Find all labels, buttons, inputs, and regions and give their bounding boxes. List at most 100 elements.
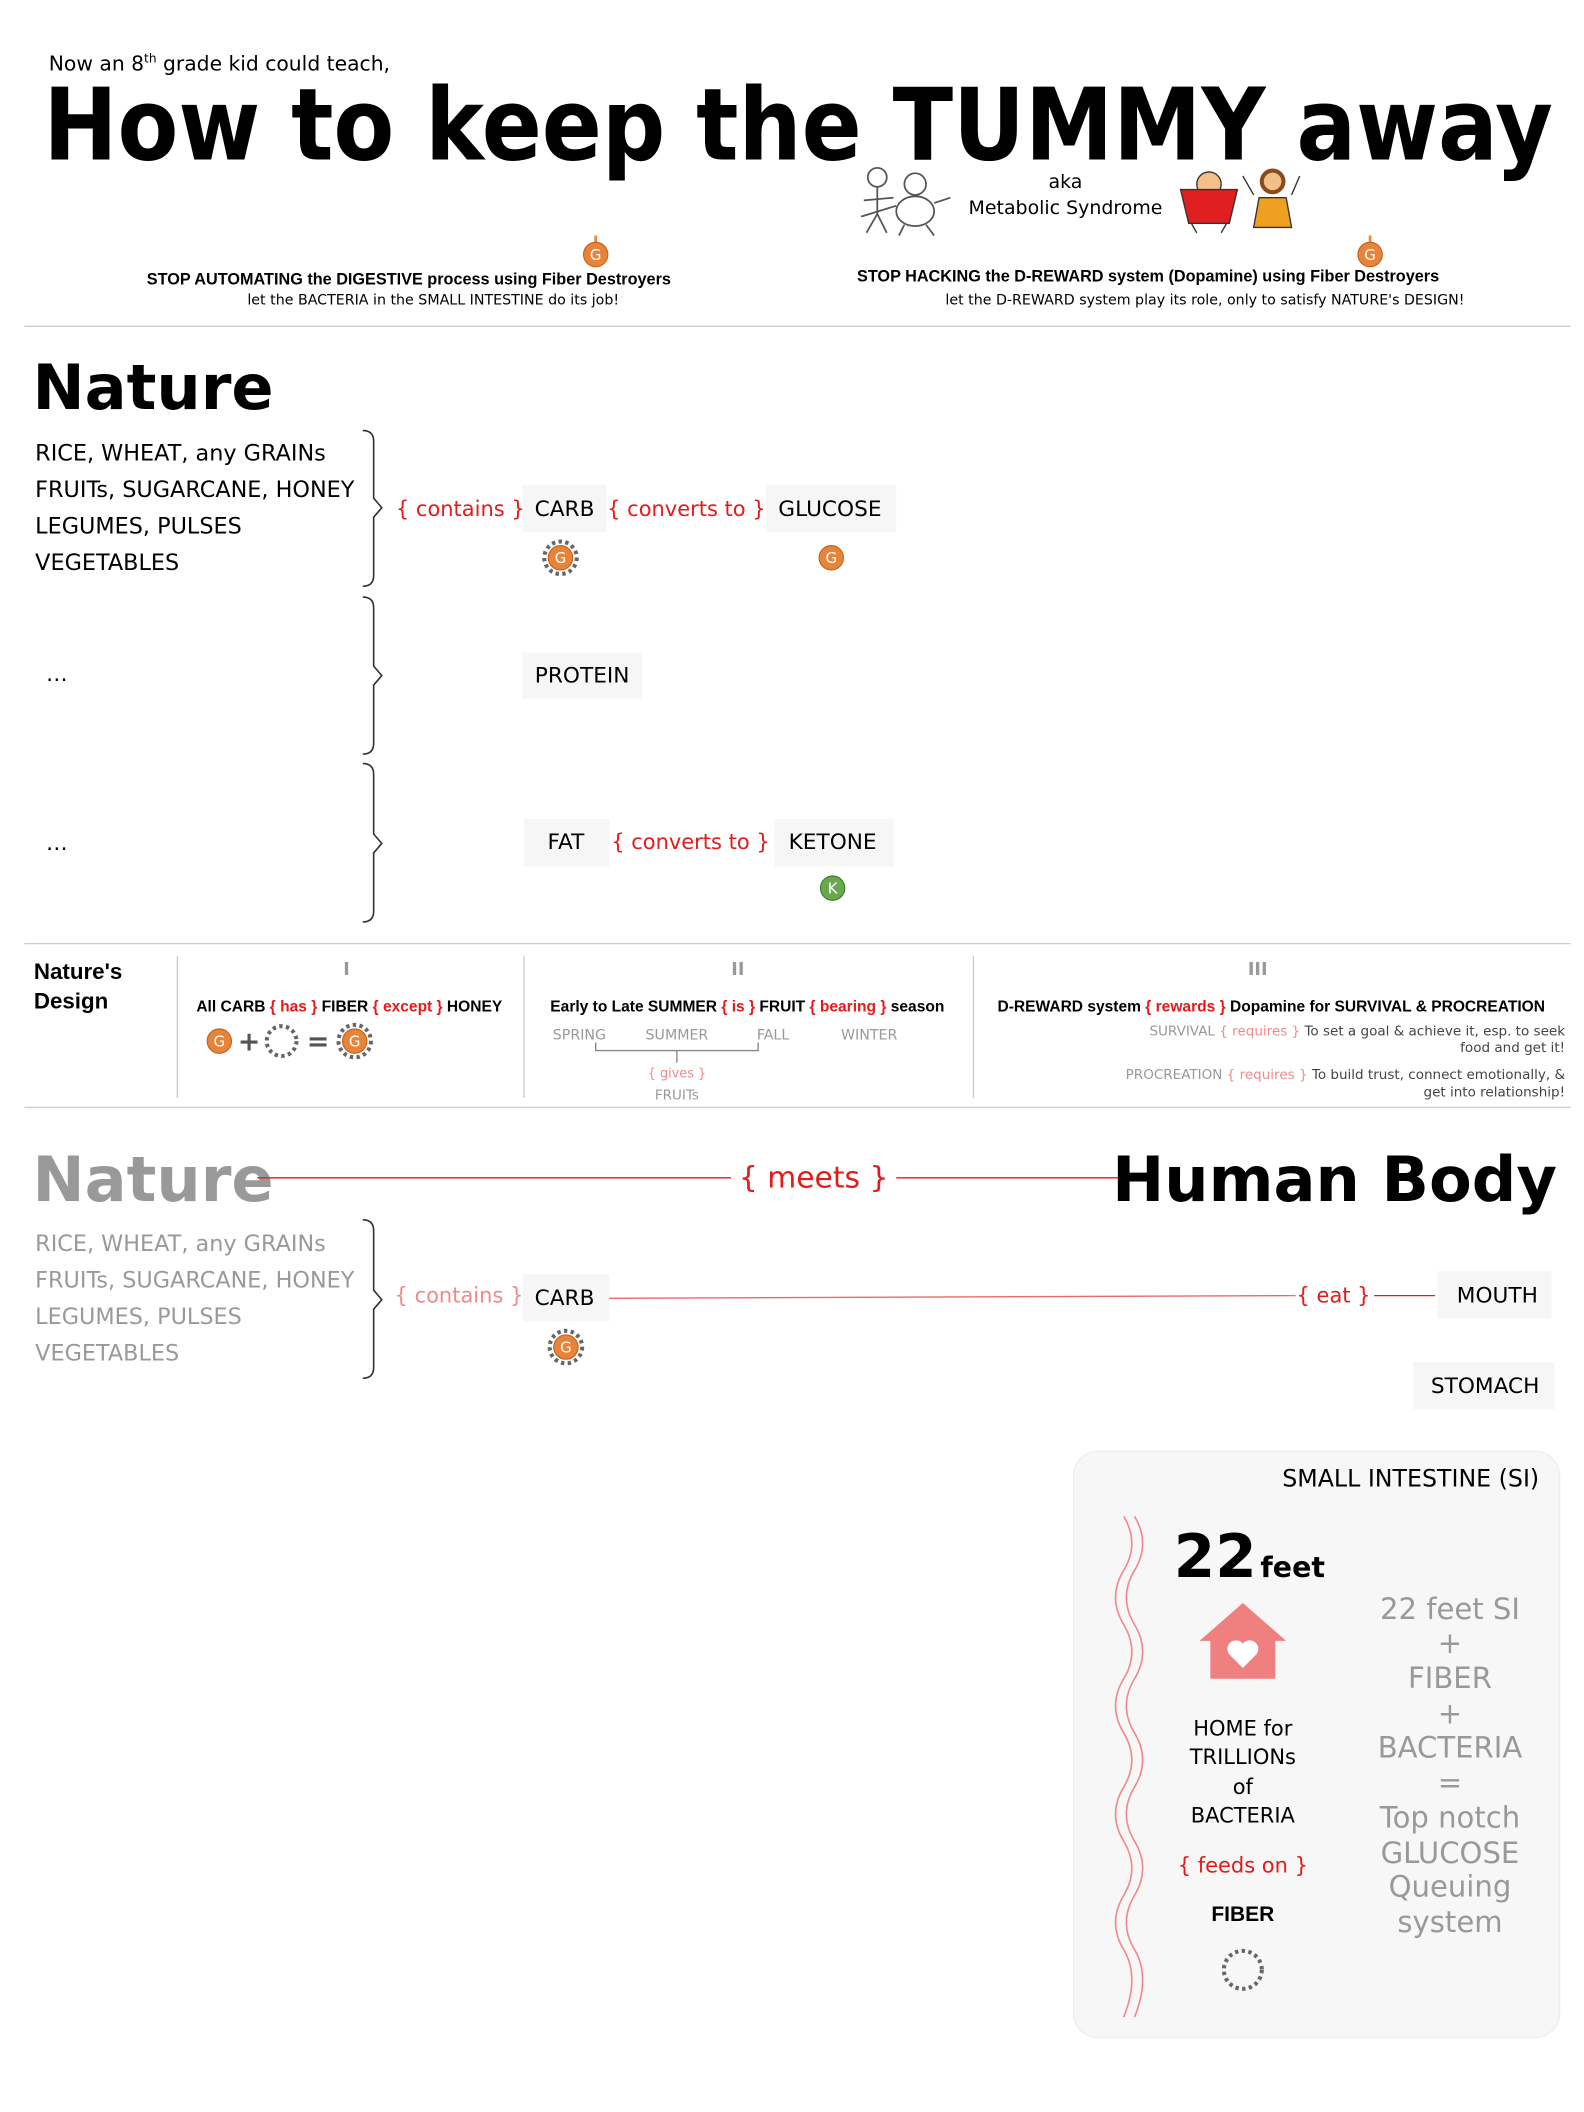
fiber-icon [1221,1948,1264,1991]
icon-circle [819,875,846,901]
equation-line: Top notch [1379,1801,1520,1835]
item-box [522,1273,610,1322]
icon-letter: G [214,1033,226,1051]
sources: RICE, WHEAT, any GRAINs FRUITs, SUGARCAN… [35,440,355,576]
fiber-icon [264,1024,299,1059]
need-name: PROCREATION [1126,1067,1223,1083]
intro-text: grade kid could teach, [163,51,390,75]
item-box [766,484,897,533]
statement-relation: { bearing } [810,998,887,1015]
section-heading: Nature [32,351,273,424]
card-title: SMALL INTESTINE (SI) [1282,1465,1539,1493]
equation-line: FIBER [1408,1661,1492,1695]
source: FRUITs, SUGARCANE, HONEY [35,477,355,503]
item-box [523,819,610,867]
season: SUMMER [646,1028,709,1044]
need-name: SURVIVAL [1149,1024,1215,1040]
need-text: To build trust, connect emotionally, & [1311,1067,1566,1083]
icon-letter: G [560,1338,572,1356]
relation: { contains } [395,1283,524,1307]
fiber-icon [542,539,579,577]
home-line: TRILLIONs [1189,1745,1296,1769]
section-heading: Human Body [1112,1143,1557,1216]
item-box [522,652,642,699]
source: RICE, WHEAT, any GRAINs [35,1231,326,1257]
relation: { feeds on } [1178,1853,1308,1877]
relation: { meets } [739,1160,889,1195]
season: SPRING [553,1028,606,1044]
statement-relation: { except } [373,998,443,1015]
equation-line: GLUCOSE [1381,1836,1520,1870]
intestine-wave [1114,1515,1144,2018]
gift: FRUITs [655,1087,699,1103]
season-bracket [595,1042,759,1063]
left-goal: STOP AUTOMATING the DIGESTIVE process us… [147,270,671,288]
aka: aka [1049,171,1083,193]
icon-letter: K [828,880,839,898]
numeral: III [1248,960,1268,980]
equation-line: BACTERIA [1378,1730,1523,1764]
operator: = [307,1027,330,1058]
needs: SURVIVAL { requires } To set a goal & ac… [1126,1024,1566,1101]
statement-relation: { is } [721,998,755,1015]
operator: + [238,1027,261,1058]
icon-letter: G [590,246,602,264]
equation: 22 feet SI+FIBER+BACTERIA=Top notchGLUCO… [1378,1592,1523,1939]
season: FALL [757,1028,789,1044]
aka-name: Metabolic Syndrome [969,197,1163,219]
food: FIBER [1211,1903,1274,1926]
item: KETONE [789,830,877,855]
equation-line: Queuing [1389,1870,1512,1904]
unit: feet [1260,1551,1325,1584]
equation-line: system [1397,1905,1502,1939]
statement-relation: { has } [270,998,318,1015]
statement-relation: { rewards } [1145,998,1225,1015]
seasons: SPRING SUMMER FALL WINTER [553,1028,898,1044]
need-text: get into relationship! [1423,1085,1565,1101]
intro-sup: th [144,51,157,65]
home-text: HOME for TRILLIONs of BACTERIA [1189,1717,1296,1828]
glucose-icon: G [818,545,844,571]
item-box [1437,1271,1552,1319]
statement: All CARB { has } FIBER { except } HONEY [196,998,503,1015]
home-line: of [1233,1775,1254,1799]
item-box [1413,1361,1555,1410]
numeral: I [343,960,350,980]
icon-circle [547,545,574,571]
glucose-icon: G [553,1334,579,1360]
glucose-icon: G [1357,235,1383,268]
left-sub: let the BACTERIA in the SMALL INTESTINE … [247,293,619,309]
fiber-icon [547,1328,585,1366]
glucose-icon: G [547,545,574,571]
glucose-icon: G [341,1028,368,1054]
length: 22 [1174,1523,1257,1592]
item: FAT [547,830,585,855]
relation: { eat } [1297,1283,1371,1307]
need: PROCREATION { requires } To build trust,… [1126,1067,1566,1083]
statement: D-REWARD system { rewards } Dopamine for… [998,998,1545,1015]
source: FRUITs, SUGARCANE, HONEY [35,1268,355,1294]
relation: { contains } [396,497,525,521]
relation: { converts to } [607,497,765,521]
source: RICE, WHEAT, any GRAINs [35,440,326,466]
stick-figures [860,166,951,237]
statement-part: All CARB [196,998,265,1015]
equation-line: 22 feet SI [1380,1592,1520,1626]
numeral: II [731,960,744,980]
item: CARB [535,497,595,522]
statement-part: FIBER [322,998,369,1015]
intro-text: Now an 8 [49,51,144,75]
ketone-icon: K [819,875,846,901]
statement-part: HONEY [447,998,503,1015]
need: SURVIVAL { requires } To set a goal & ac… [1149,1024,1565,1040]
source: … [46,662,68,687]
item-box [522,484,607,533]
right-goal: STOP HACKING the D-REWARD system (Dopami… [857,268,1439,286]
relation: { requires } [1219,1024,1300,1040]
icon-circle [582,241,609,268]
icon-circle [206,1028,233,1054]
connector [609,1294,1296,1300]
statement-part: FRUIT [759,998,805,1015]
source: VEGETABLES [35,550,179,576]
